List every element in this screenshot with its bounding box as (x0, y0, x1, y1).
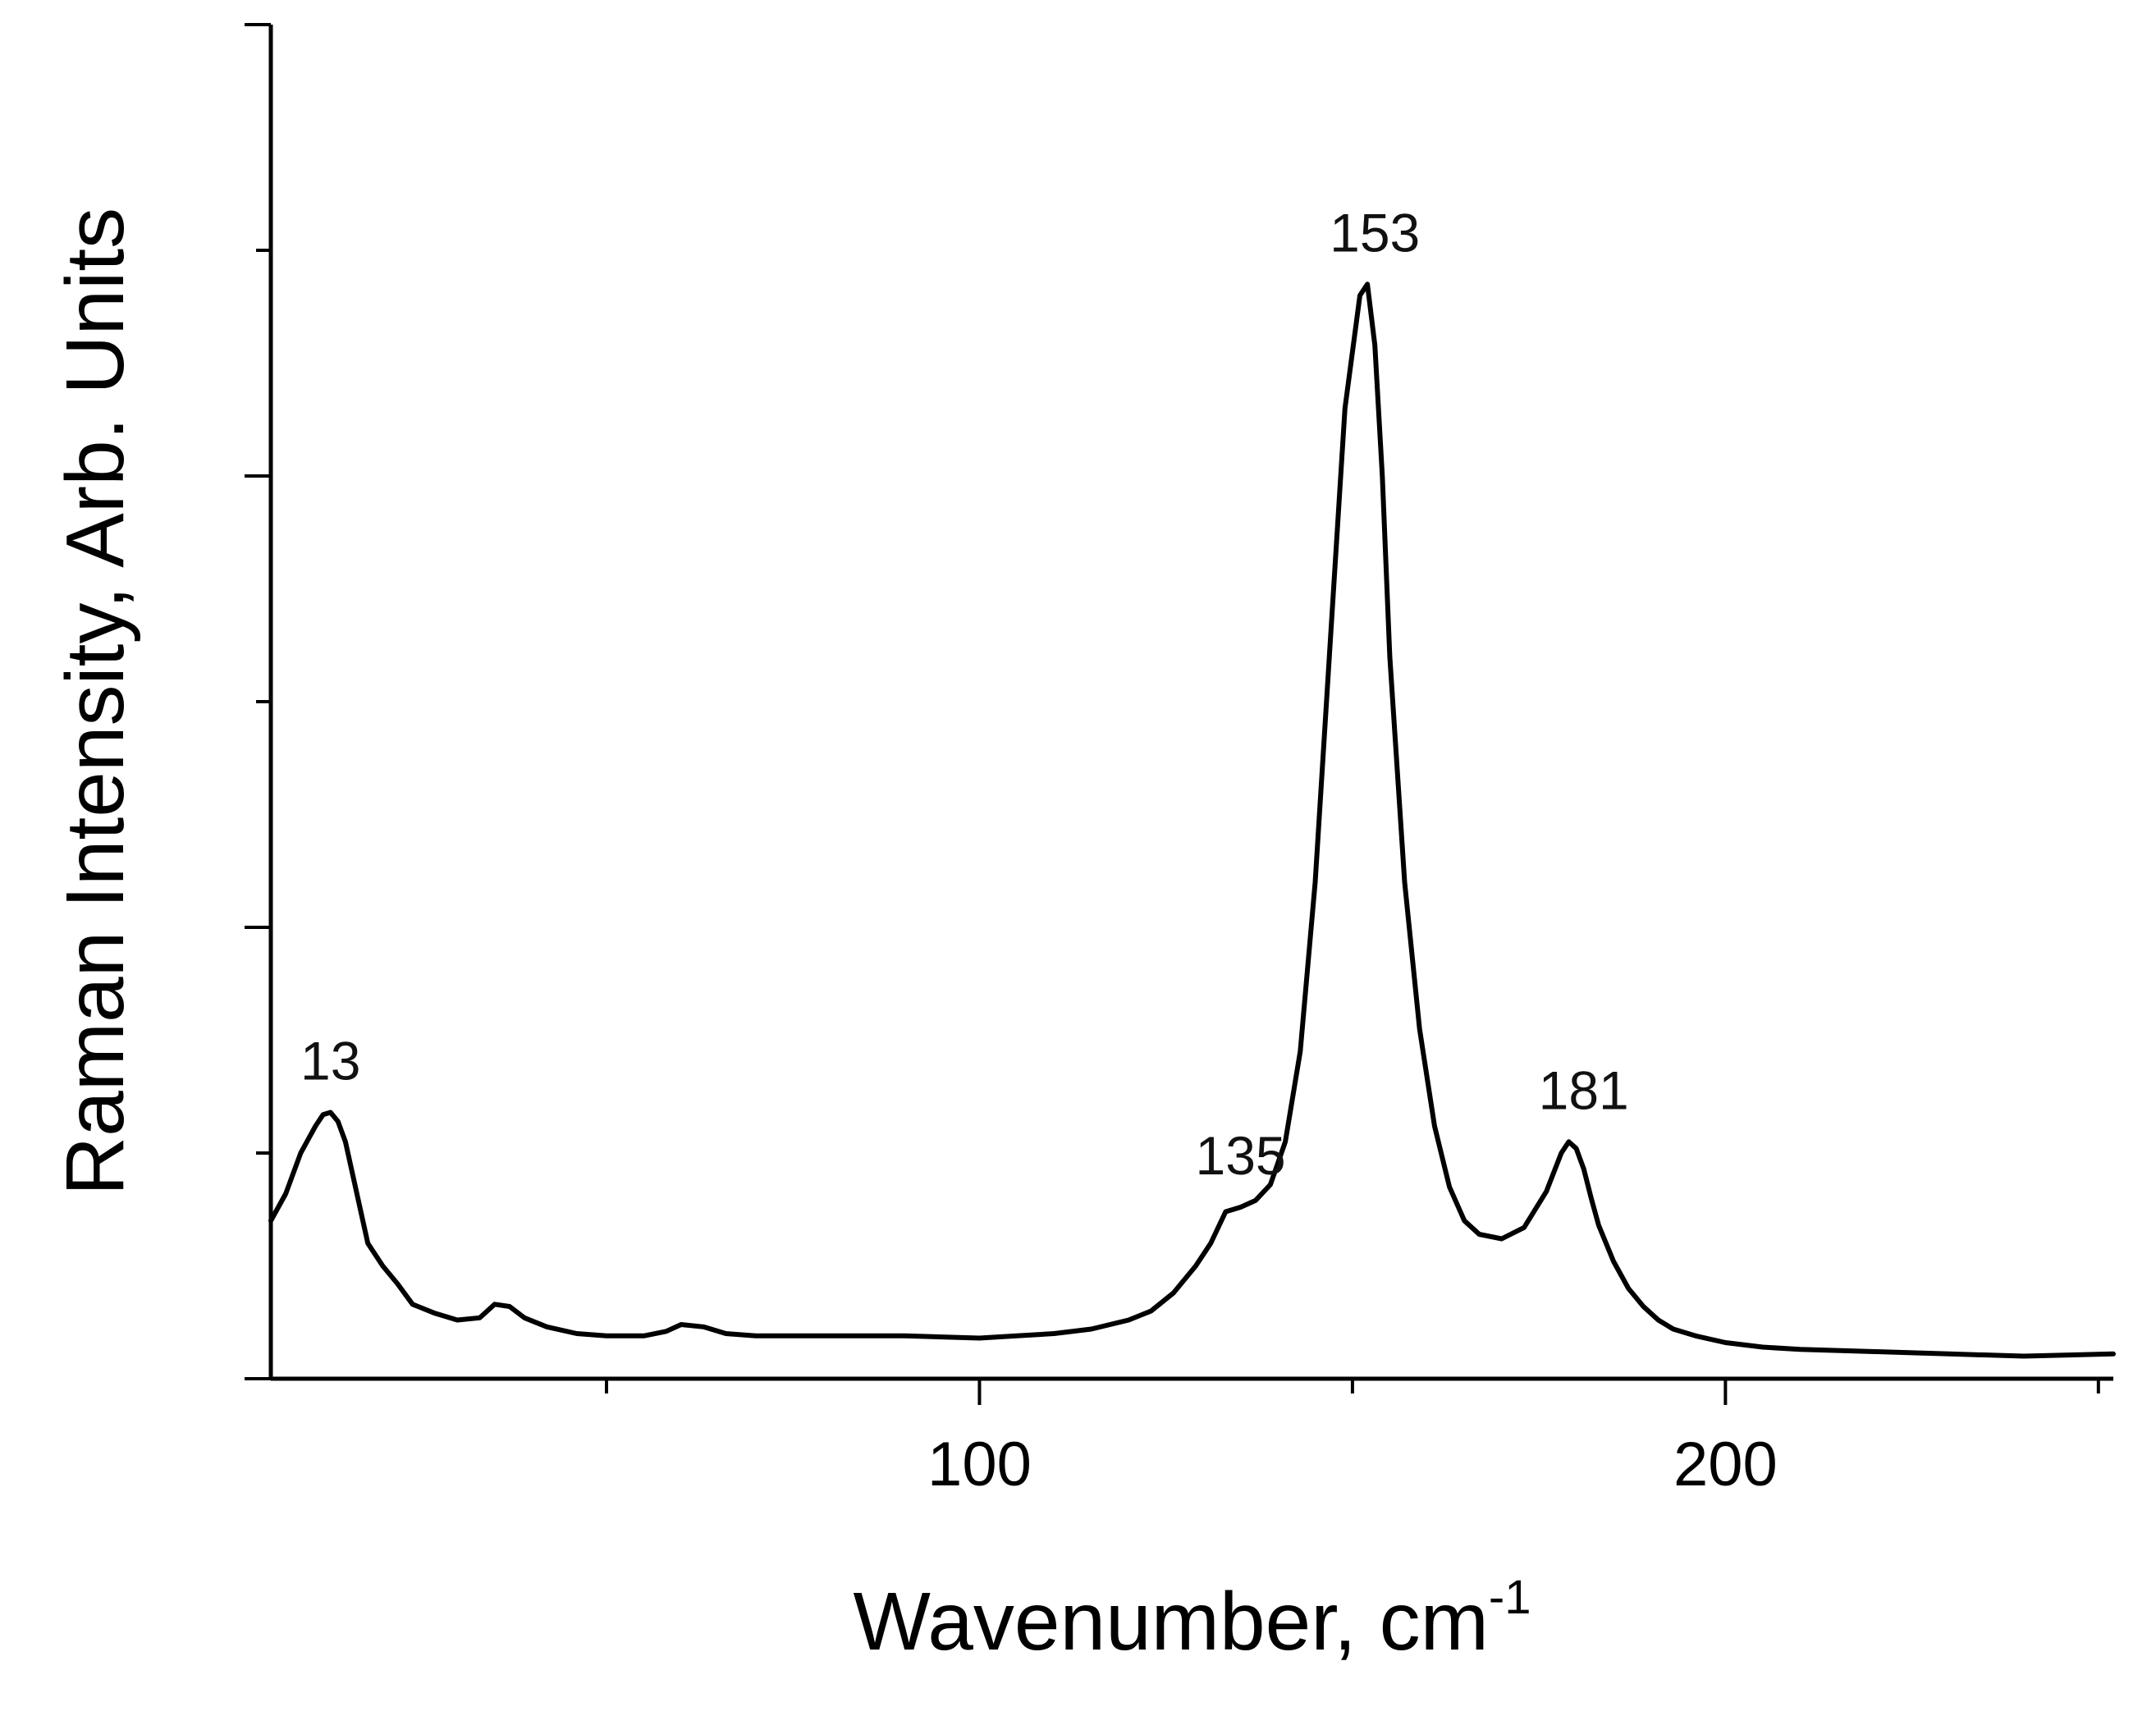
x-axis-title: Wavenumber, cm-1 (854, 1571, 1531, 1668)
x-axis-title-superscript: -1 (1489, 1571, 1531, 1624)
x-ticks: 100 200 (605, 1379, 2100, 1499)
peak-labels: 13 135 153 181 (300, 202, 1629, 1186)
x-axis-title-main: Wavenumber, cm (854, 1576, 1489, 1668)
spectrum-line (268, 281, 2116, 1359)
x-tick-label: 200 (1673, 1430, 1778, 1499)
peak-label: 135 (1196, 1125, 1286, 1186)
axes (268, 25, 2113, 1381)
x-tick-label: 100 (927, 1430, 1032, 1499)
peak-label: 13 (300, 1031, 360, 1091)
peak-label: 181 (1539, 1059, 1629, 1120)
peak-label: 153 (1330, 202, 1420, 263)
y-ticks (245, 23, 271, 1380)
y-axis-title: Raman Intensity, Arb. Units (49, 208, 141, 1196)
